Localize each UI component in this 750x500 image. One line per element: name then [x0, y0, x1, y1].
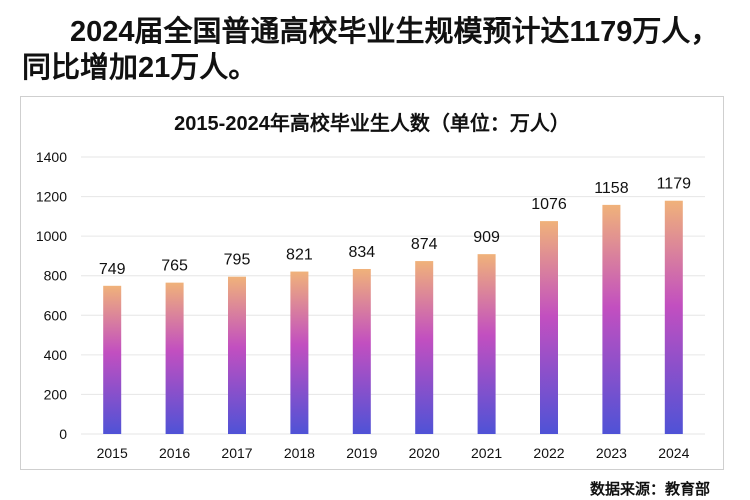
x-tick-label: 2018: [284, 445, 315, 461]
chart-title: 2015-2024年高校毕业生人数（单位：万人）: [174, 113, 570, 135]
bar: [415, 261, 434, 434]
data-label: 874: [411, 236, 438, 253]
bar: [228, 276, 246, 434]
x-tick-label: 2023: [596, 445, 627, 461]
bar: [352, 268, 371, 434]
x-tick-label: 2024: [658, 445, 689, 461]
x-tick-label: 2016: [159, 445, 190, 461]
source-note: 数据来源：教育部: [589, 481, 710, 498]
bar: [103, 285, 122, 434]
x-tick-label: 2017: [221, 445, 252, 461]
bar: [540, 221, 558, 434]
y-tick-label: 0: [59, 426, 67, 442]
bar: [290, 271, 309, 434]
data-label: 821: [286, 247, 313, 264]
data-label: 749: [99, 261, 126, 278]
bar: [165, 282, 184, 434]
x-tick-label: 2022: [533, 445, 564, 461]
x-tick-label: 2019: [346, 445, 377, 461]
data-label: 1158: [594, 180, 629, 197]
y-tick-label: 1200: [36, 189, 67, 205]
headline: 2024届全国普通高校毕业生规模预计达1179万人，同比增加21万人。: [22, 16, 720, 84]
bar: [664, 200, 683, 434]
data-label: 909: [473, 229, 500, 246]
x-tick-label: 2021: [471, 445, 502, 461]
chart-container: 2015-2024年高校毕业生人数（单位：万人） 0 200 400 600 800 10…: [20, 96, 724, 470]
y-tick-label: 400: [44, 347, 68, 363]
y-tick-label: 200: [44, 386, 68, 402]
bar: [602, 204, 621, 434]
y-tick-label: 1000: [36, 228, 67, 244]
data-label: 765: [161, 258, 188, 275]
data-label: 1076: [531, 196, 567, 213]
y-tick-label: 1400: [36, 149, 67, 165]
x-tick-label: 2020: [409, 445, 440, 461]
x-tick-label: 2015: [97, 445, 128, 461]
bar: [477, 254, 496, 434]
y-tick-label: 600: [44, 307, 68, 323]
y-tick-label: 800: [44, 268, 68, 284]
bar-chart: 0 200 400 600 800 1000 1200 1400 749 2015 765 2016 7…: [36, 149, 705, 461]
data-label: 795: [224, 252, 251, 269]
data-label: 1179: [657, 176, 692, 193]
data-label: 834: [348, 244, 375, 261]
